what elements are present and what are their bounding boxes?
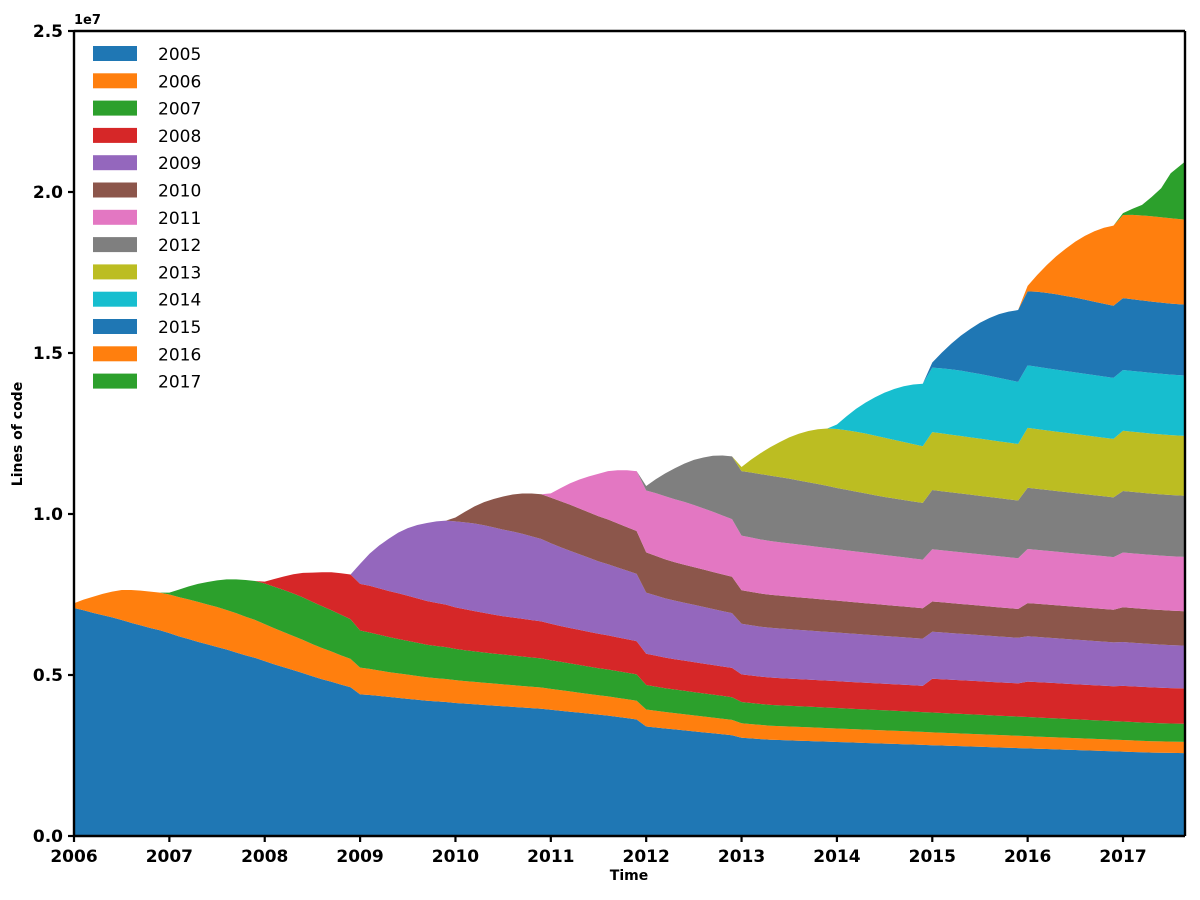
legend-swatch-2016[interactable] — [93, 346, 137, 362]
y-tick-label: 0.5 — [33, 666, 63, 686]
area-series-2008 — [74, 572, 1185, 724]
x-tick-label: 2014 — [813, 847, 860, 867]
y-axis-ticks: 0.0 0.5 1.0 1.5 2.0 2.5 — [33, 22, 74, 847]
axes-spines — [72, 29, 1187, 838]
legend-label-2007: 2007 — [158, 100, 201, 120]
area-series-2006 — [74, 589, 1185, 754]
y-tick-label: 2.5 — [33, 22, 63, 42]
y-axis-offset-label: 1e7 — [74, 13, 101, 28]
legend-swatch-2014[interactable] — [93, 291, 137, 307]
x-tick-label: 2008 — [241, 847, 288, 867]
x-tick-label: 2013 — [718, 847, 765, 867]
x-tick-label: 2010 — [432, 847, 479, 867]
legend: 2005 2006 2007 2008 2009 2010 2011 2012 2013 2014… — [93, 45, 201, 393]
legend-swatch-2012[interactable] — [93, 237, 137, 253]
x-tick-label: 2015 — [909, 847, 956, 867]
legend-swatch-2006[interactable] — [93, 73, 137, 89]
legend-swatch-2008[interactable] — [93, 127, 137, 143]
legend-swatch-2015[interactable] — [93, 319, 137, 334]
area-series-2013 — [74, 427, 1185, 604]
x-tick-label: 2017 — [1099, 847, 1146, 867]
legend-label-2014: 2014 — [158, 291, 201, 311]
legend-label-2016: 2016 — [158, 345, 201, 365]
legend-label-2005: 2005 — [158, 45, 201, 65]
legend-swatch-2005[interactable] — [93, 46, 137, 61]
legend-label-2017: 2017 — [158, 373, 201, 393]
area-series-2007 — [74, 579, 1185, 742]
area-series-2012 — [74, 455, 1185, 604]
legend-swatch-2013[interactable] — [93, 264, 137, 280]
x-tick-label: 2007 — [146, 847, 193, 867]
x-tick-label: 2016 — [1004, 847, 1051, 867]
legend-swatch-2010[interactable] — [93, 182, 137, 198]
x-tick-label: 2012 — [623, 847, 670, 867]
y-tick-label: 2.0 — [33, 183, 63, 203]
legend-swatch-2017[interactable] — [93, 373, 137, 389]
legend-label-2006: 2006 — [158, 72, 201, 92]
legend-label-2010: 2010 — [158, 182, 201, 202]
legend-label-2013: 2013 — [158, 263, 201, 283]
legend-label-2012: 2012 — [158, 236, 201, 256]
legend-label-2015: 2015 — [158, 318, 201, 338]
area-series-2005 — [74, 608, 1185, 836]
legend-swatch-2009[interactable] — [93, 155, 137, 171]
area-series-2014 — [74, 365, 1185, 604]
legend-swatch-2011[interactable] — [93, 209, 137, 225]
x-tick-label: 2011 — [527, 847, 574, 867]
area-series-2011 — [74, 470, 1185, 612]
x-axis-label: Time — [610, 868, 648, 884]
area-series-2010 — [74, 493, 1185, 646]
y-tick-label: 0.0 — [33, 827, 63, 847]
legend-label-2009: 2009 — [158, 154, 201, 174]
x-tick-label: 2006 — [50, 847, 97, 867]
y-tick-label: 1.5 — [33, 344, 63, 364]
y-axis-label: Lines of code — [10, 382, 26, 486]
area-series-2016 — [74, 214, 1185, 604]
area-series-2009 — [74, 520, 1185, 689]
legend-label-2008: 2008 — [158, 127, 201, 147]
area-series-2015 — [74, 291, 1185, 604]
legend-label-2011: 2011 — [158, 209, 201, 229]
x-axis-ticks: 2006 2007 2008 2009 2010 2011 2012 2013 2014 2015… — [50, 836, 1147, 867]
legend-swatch-2007[interactable] — [93, 100, 137, 116]
area-series-group — [74, 161, 1185, 836]
x-tick-label: 2009 — [336, 847, 383, 867]
y-tick-label: 1.0 — [33, 505, 63, 525]
